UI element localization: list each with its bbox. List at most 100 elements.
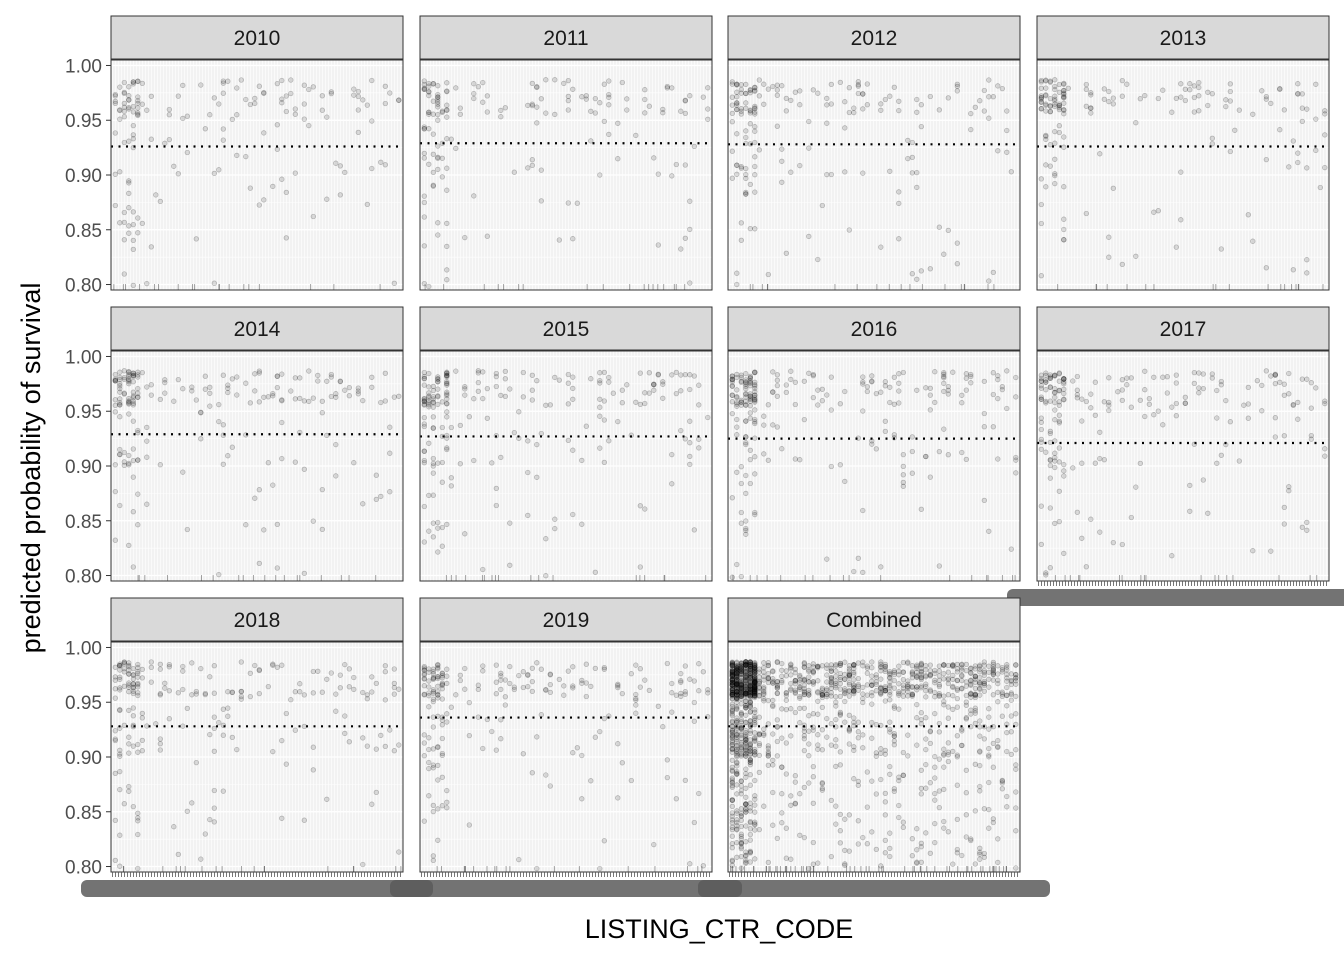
data-point [619, 79, 625, 86]
data-point [633, 691, 639, 698]
data-point [1052, 386, 1058, 392]
data-point [756, 689, 762, 695]
data-point [1052, 103, 1058, 110]
data-point [738, 681, 744, 687]
data-point [738, 106, 744, 112]
data-point [189, 388, 195, 394]
data-point [121, 390, 127, 396]
data-point [1313, 81, 1319, 87]
data-point [734, 681, 740, 687]
data-point [1038, 94, 1044, 101]
data-point [738, 686, 744, 692]
data-point [932, 369, 938, 375]
y-tick-label: 1.00 [65, 347, 102, 368]
data-point [963, 716, 969, 722]
data-point [824, 715, 830, 722]
data-point [1043, 101, 1049, 107]
data-point [529, 387, 535, 393]
data-point [360, 735, 366, 741]
data-point [936, 729, 942, 735]
data-point [543, 402, 549, 408]
data-point [891, 84, 897, 90]
data-point [148, 392, 154, 398]
data-point [743, 688, 749, 695]
data-point [117, 402, 123, 408]
data-point [941, 375, 947, 381]
data-point [421, 193, 427, 199]
data-point [747, 375, 753, 381]
data-point [819, 685, 825, 691]
data-point [448, 136, 454, 142]
data-point [382, 100, 388, 107]
data-point [444, 378, 450, 385]
data-point [588, 778, 594, 784]
data-point [202, 386, 208, 392]
data-point [126, 660, 132, 666]
data-point [954, 661, 960, 668]
data-point [391, 684, 397, 691]
data-point [135, 684, 141, 690]
data-point [1304, 257, 1310, 263]
data-point [421, 124, 427, 130]
data-point [945, 391, 951, 397]
data-point [896, 689, 902, 695]
data-point [1272, 380, 1278, 387]
data-point [1308, 436, 1314, 442]
data-point [860, 691, 866, 697]
data-point [426, 400, 432, 406]
data-point [126, 97, 132, 103]
data-point [301, 466, 307, 472]
data-point [1146, 401, 1152, 407]
data-point [198, 436, 204, 442]
data-point [743, 661, 749, 668]
data-point [756, 693, 762, 699]
data-point [747, 673, 753, 679]
data-point [752, 802, 758, 808]
data-point [529, 162, 535, 169]
data-point [873, 753, 879, 759]
data-point [738, 711, 744, 718]
facet-strip [419, 306, 713, 351]
data-point [747, 383, 753, 389]
data-point [752, 664, 758, 671]
data-point [529, 101, 535, 107]
data-point [426, 393, 432, 399]
data-point [144, 438, 150, 444]
data-point [207, 112, 213, 118]
data-point [117, 84, 123, 90]
data-point [705, 116, 711, 122]
data-point [819, 687, 825, 693]
data-point [914, 715, 920, 721]
data-point [310, 690, 316, 696]
data-point [999, 85, 1005, 92]
data-point [337, 163, 343, 169]
data-point [734, 403, 740, 409]
data-point [977, 788, 983, 794]
data-point [211, 819, 217, 825]
data-point [202, 831, 208, 837]
data-point [819, 727, 825, 733]
data-point [373, 680, 379, 687]
data-point [301, 116, 307, 122]
data-point [729, 780, 735, 786]
data-point [664, 85, 670, 91]
data-point [891, 733, 897, 739]
data-point [945, 740, 951, 746]
data-point [1259, 382, 1265, 389]
panel-border [1036, 59, 1330, 291]
data-point [923, 715, 929, 721]
data-point [1043, 377, 1049, 383]
data-point [819, 398, 825, 404]
data-point [869, 373, 875, 379]
data-point [396, 393, 402, 399]
data-point [752, 511, 758, 518]
data-point [502, 677, 508, 683]
data-point [747, 690, 753, 696]
data-point [430, 111, 436, 117]
data-point [842, 169, 848, 175]
data-point [891, 788, 897, 795]
data-point [705, 106, 711, 112]
data-point [986, 752, 992, 758]
data-point [1128, 404, 1134, 410]
data-point [444, 374, 450, 380]
